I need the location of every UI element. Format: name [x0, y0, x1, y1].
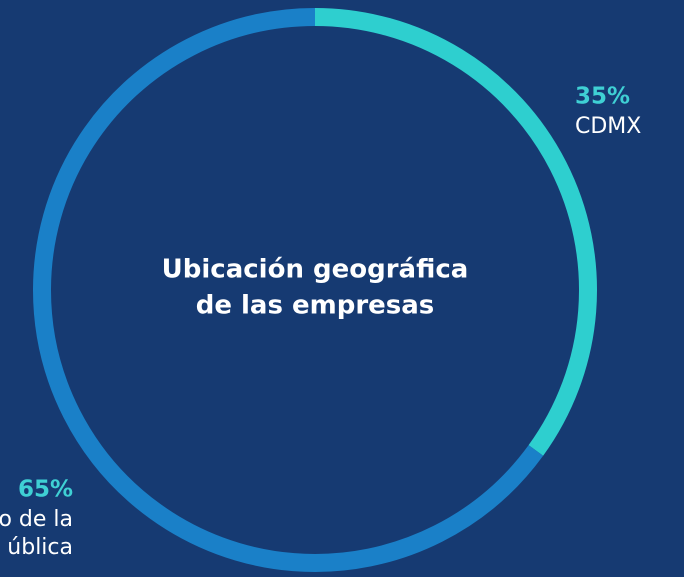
value-label: 35%: [575, 84, 630, 110]
category-label: ública: [7, 535, 73, 560]
donut-segment: [314, 8, 597, 456]
value-label: 65%: [18, 477, 73, 503]
chart-title: Ubicación geográfica: [162, 255, 469, 285]
category-label: CDMX: [575, 114, 641, 139]
category-label: o de la: [0, 507, 73, 532]
donut-segment: [33, 8, 544, 572]
chart-title: de las empresas: [196, 291, 435, 321]
